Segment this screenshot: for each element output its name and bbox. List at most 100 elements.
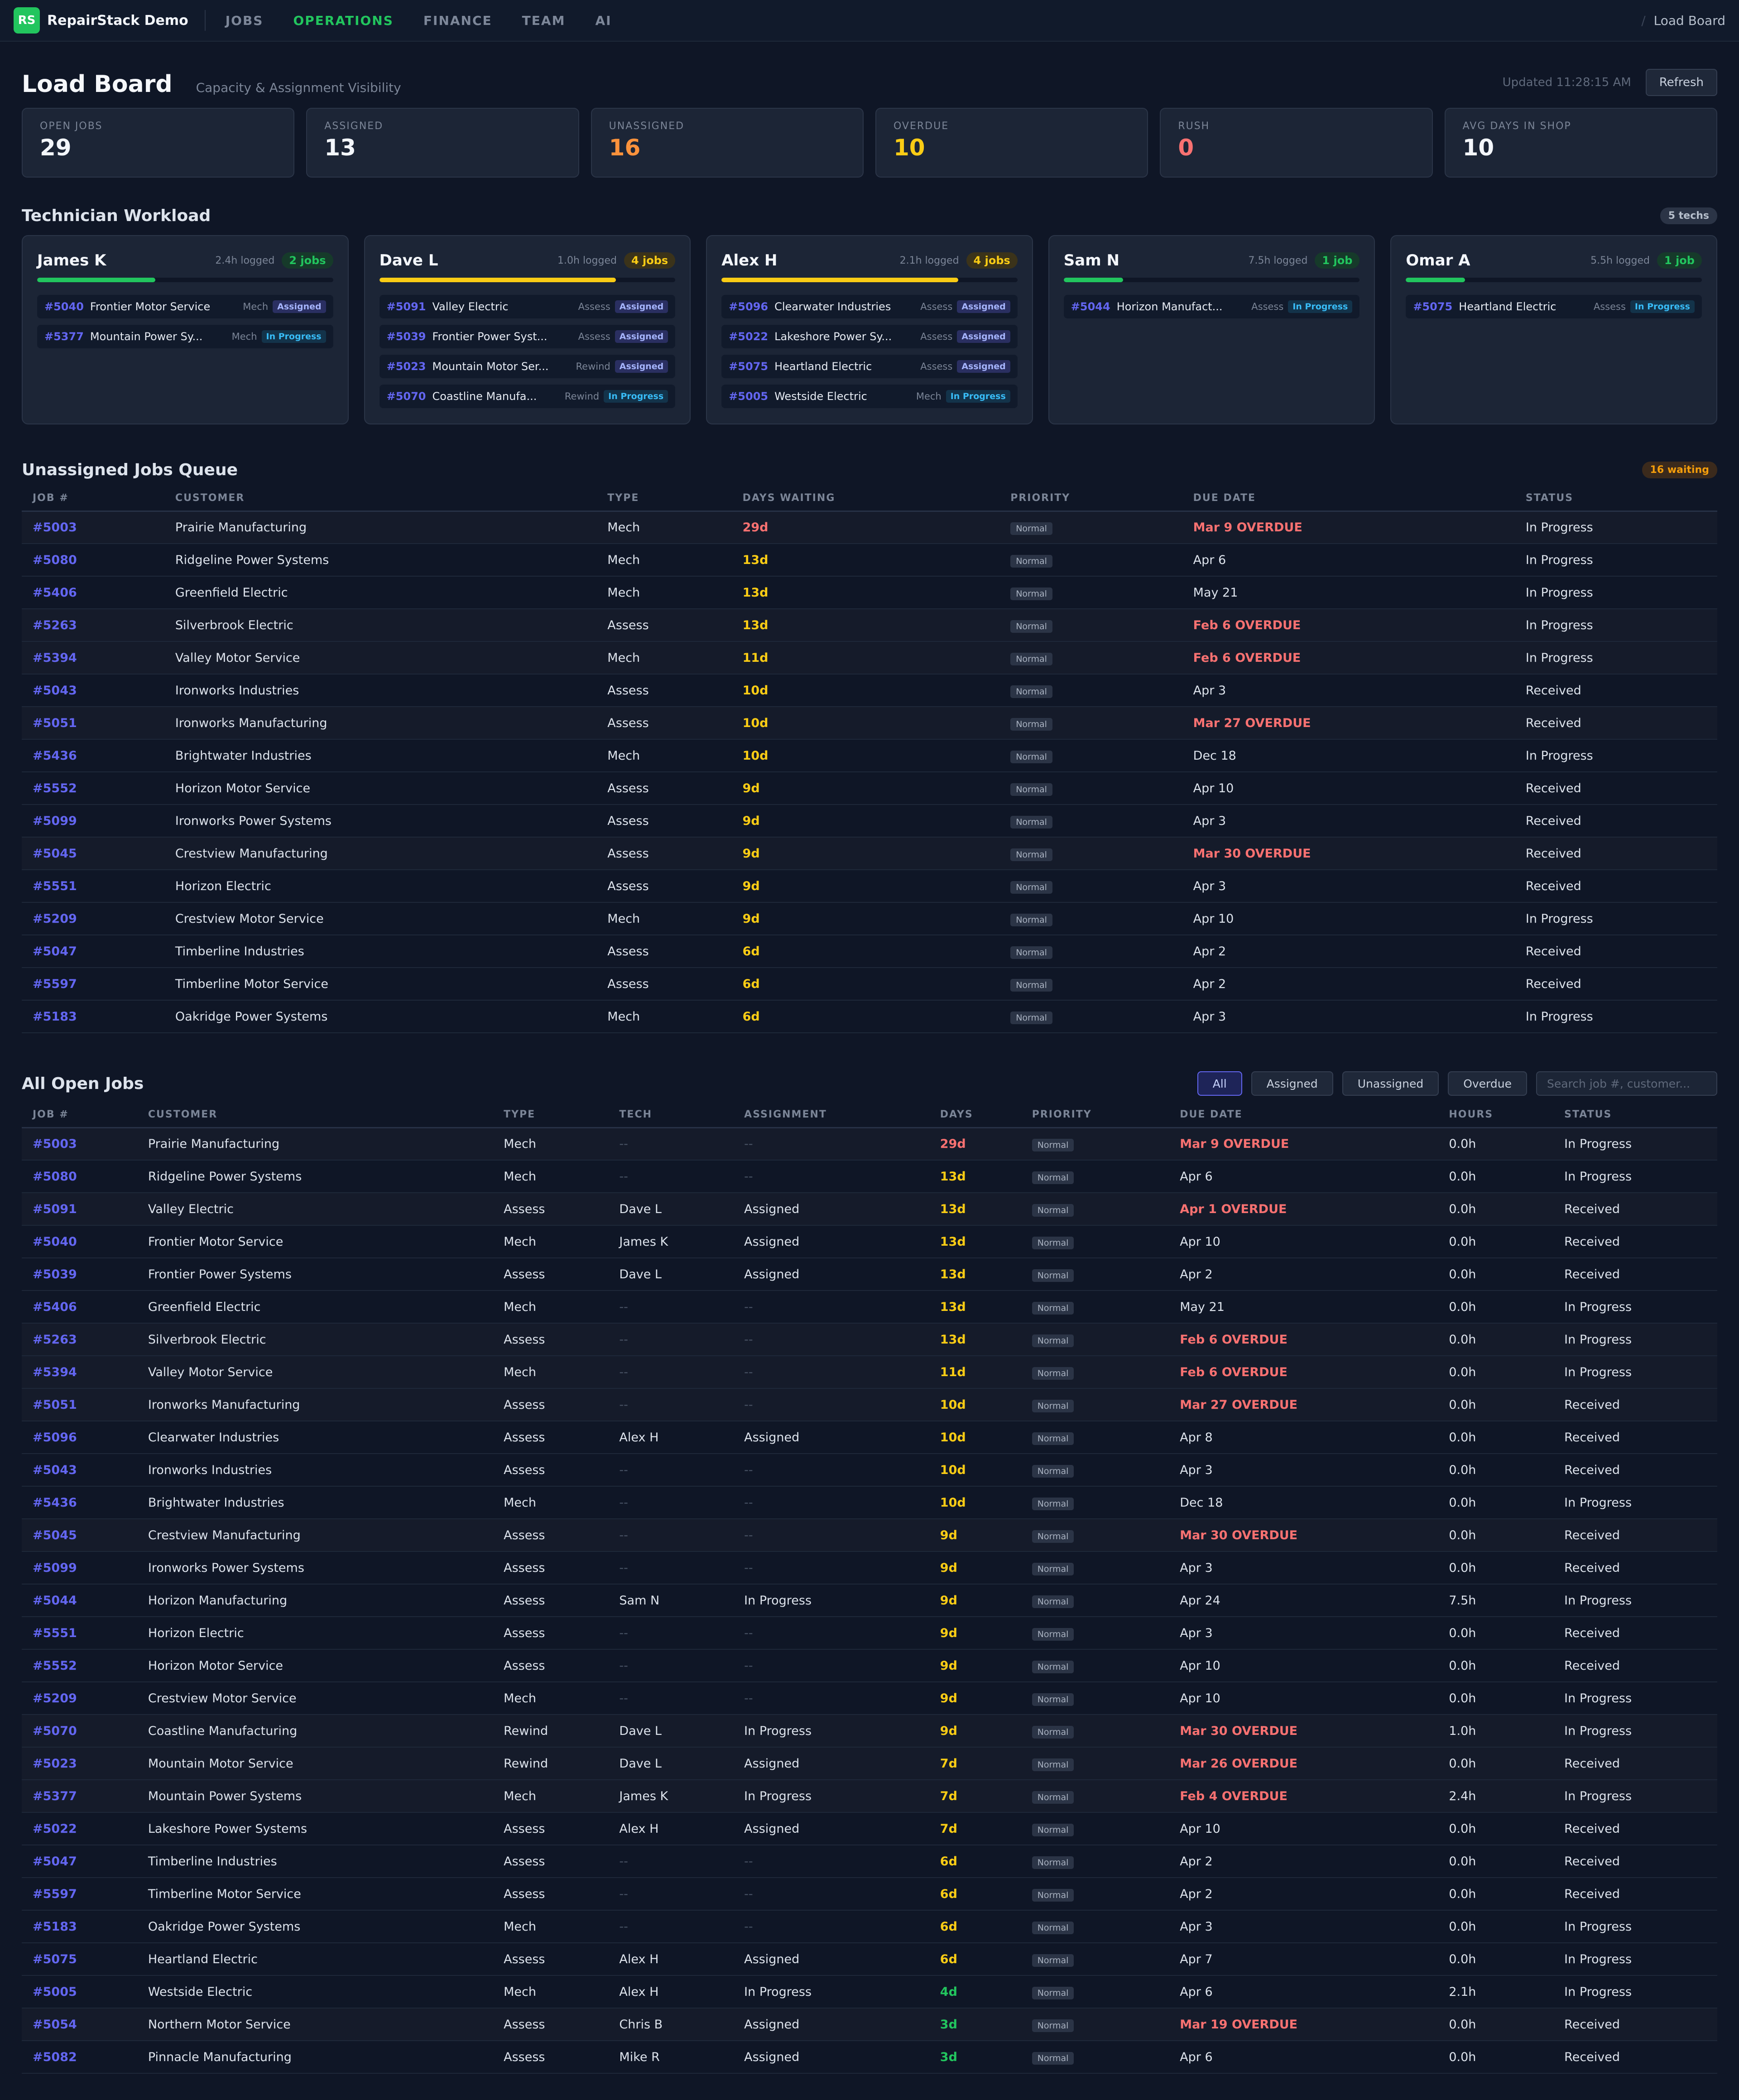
- table-row[interactable]: #5082 Pinnacle Manufacturing Assess Mike R A…: [22, 2041, 1717, 2074]
- cell-job-id-value[interactable]: #5406: [33, 1300, 77, 1314]
- table-row[interactable]: #5597 Timberline Motor Service Assess 6d Nor…: [22, 968, 1717, 1001]
- cell-job-id-value[interactable]: #5043: [33, 683, 77, 698]
- table-row[interactable]: #5047 Timberline Industries Assess -- -- 6d No…: [22, 1845, 1717, 1878]
- filter-overdue-button[interactable]: Overdue: [1448, 1071, 1527, 1096]
- cell-job-id-value[interactable]: #5551: [33, 1626, 77, 1640]
- table-row[interactable]: #5051 Ironworks Manufacturing Assess 10d Nor…: [22, 707, 1717, 740]
- nav-link-ai[interactable]: AI: [595, 13, 612, 28]
- table-row[interactable]: #5183 Oakridge Power Systems Mech -- -- 6d Nor…: [22, 1910, 1717, 1943]
- table-row[interactable]: #5263 Silverbrook Electric Assess -- -- 13d No…: [22, 1323, 1717, 1356]
- table-row[interactable]: #5040 Frontier Motor Service Mech James K As…: [22, 1225, 1717, 1258]
- table-row[interactable]: #5045 Crestview Manufacturing Assess -- -- 9d…: [22, 1519, 1717, 1552]
- cell-job-id-value[interactable]: #5377: [33, 1789, 77, 1803]
- table-row[interactable]: #5552 Horizon Motor Service Assess 9d Normal…: [22, 772, 1717, 805]
- cell-job-id-value[interactable]: #5552: [33, 1658, 77, 1673]
- table-row[interactable]: #5436 Brightwater Industries Mech 10d Normal…: [22, 739, 1717, 772]
- table-row[interactable]: #5096 Clearwater Industries Assess Alex H As…: [22, 1421, 1717, 1454]
- cell-job-id-value[interactable]: #5406: [33, 585, 77, 600]
- cell-job-id-value[interactable]: #5045: [33, 846, 77, 861]
- job-id-link[interactable]: #5096: [729, 300, 769, 313]
- table-row[interactable]: #5099 Ironworks Power Systems Assess -- -- 9d…: [22, 1551, 1717, 1585]
- table-row[interactable]: #5005 Westside Electric Mech Alex H In Progr…: [22, 1975, 1717, 2008]
- tech-job-item[interactable]: #5091 Valley Electric Assess Assigned: [379, 295, 676, 318]
- cell-job-id-value[interactable]: #5054: [33, 2017, 77, 2032]
- table-row[interactable]: #5551 Horizon Electric Assess -- -- 9d Normal A…: [22, 1617, 1717, 1650]
- search-input[interactable]: [1536, 1071, 1717, 1096]
- cell-job-id-value[interactable]: #5047: [33, 1854, 77, 1869]
- table-row[interactable]: #5054 Northern Motor Service Assess Chris B…: [22, 2008, 1717, 2041]
- cell-job-id-value[interactable]: #5552: [33, 781, 77, 795]
- table-row[interactable]: #5394 Valley Motor Service Mech 11d Normal Fe…: [22, 641, 1717, 674]
- table-row[interactable]: #5023 Mountain Motor Service Rewind Dave L A…: [22, 1747, 1717, 1780]
- cell-job-id-value[interactable]: #5183: [33, 1009, 77, 1024]
- cell-job-id-value[interactable]: #5023: [33, 1756, 77, 1771]
- table-row[interactable]: #5022 Lakeshore Power Systems Assess Alex H…: [22, 1812, 1717, 1845]
- cell-job-id-value[interactable]: #5080: [33, 1169, 77, 1184]
- breadcrumb-current[interactable]: Load Board: [1653, 13, 1725, 28]
- cell-job-id-value[interactable]: #5099: [33, 1561, 77, 1575]
- table-row[interactable]: #5552 Horizon Motor Service Assess -- -- 9d No…: [22, 1649, 1717, 1682]
- tech-job-item[interactable]: #5023 Mountain Motor Ser... Rewind Assigned: [379, 355, 676, 378]
- job-id-link[interactable]: #5023: [386, 360, 426, 373]
- cell-job-id-value[interactable]: #5051: [33, 1397, 77, 1412]
- table-row[interactable]: #5043 Ironworks Industries Assess -- -- 10d No…: [22, 1454, 1717, 1487]
- tech-job-item[interactable]: #5070 Coastline Manufa... Rewind In Progres…: [379, 385, 676, 408]
- cell-job-id-value[interactable]: #5080: [33, 553, 77, 567]
- filter-all-button[interactable]: All: [1197, 1071, 1242, 1096]
- cell-job-id-value[interactable]: #5091: [33, 1202, 77, 1216]
- cell-job-id-value[interactable]: #5551: [33, 879, 77, 893]
- cell-job-id-value[interactable]: #5436: [33, 1495, 77, 1510]
- cell-job-id-value[interactable]: #5082: [33, 2050, 77, 2064]
- table-row[interactable]: #5209 Crestview Motor Service Mech 9d Normal…: [22, 902, 1717, 935]
- table-row[interactable]: #5003 Prairie Manufacturing Mech 29d Normal M…: [22, 511, 1717, 544]
- job-id-link[interactable]: #5022: [729, 330, 769, 343]
- cell-job-id-value[interactable]: #5209: [33, 911, 77, 926]
- cell-job-id-value[interactable]: #5043: [33, 1463, 77, 1477]
- table-row[interactable]: #5551 Horizon Electric Assess 9d Normal Apr 3…: [22, 870, 1717, 903]
- cell-job-id-value[interactable]: #5075: [33, 1952, 77, 1966]
- table-row[interactable]: #5209 Crestview Motor Service Mech -- -- 9d No…: [22, 1682, 1717, 1715]
- job-id-link[interactable]: #5091: [386, 300, 426, 313]
- job-id-link[interactable]: #5005: [729, 390, 769, 403]
- cell-job-id-value[interactable]: #5045: [33, 1528, 77, 1542]
- tech-job-item[interactable]: #5075 Heartland Electric Assess In Progress: [1406, 295, 1702, 318]
- cell-job-id-value[interactable]: #5039: [33, 1267, 77, 1281]
- cell-job-id-value[interactable]: #5183: [33, 1919, 77, 1934]
- filter-assigned-button[interactable]: Assigned: [1251, 1071, 1333, 1096]
- cell-job-id-value[interactable]: #5597: [33, 1887, 77, 1901]
- nav-link-finance[interactable]: FINANCE: [423, 13, 492, 28]
- cell-job-id-value[interactable]: #5209: [33, 1691, 77, 1705]
- cell-job-id-value[interactable]: #5044: [33, 1593, 77, 1608]
- cell-job-id-value[interactable]: #5394: [33, 650, 77, 665]
- tech-job-item[interactable]: #5005 Westside Electric Mech In Progress: [721, 385, 1018, 408]
- cell-job-id-value[interactable]: #5051: [33, 716, 77, 730]
- cell-job-id-value[interactable]: #5099: [33, 814, 77, 828]
- job-id-link[interactable]: #5040: [44, 300, 84, 313]
- app-name[interactable]: RepairStack Demo: [47, 12, 188, 29]
- nav-link-jobs[interactable]: JOBS: [225, 13, 264, 28]
- cell-job-id-value[interactable]: #5047: [33, 944, 77, 958]
- tech-job-item[interactable]: #5022 Lakeshore Power Sy... Assess Assigned: [721, 325, 1018, 348]
- table-row[interactable]: #5263 Silverbrook Electric Assess 13d Normal…: [22, 609, 1717, 642]
- table-row[interactable]: #5039 Frontier Power Systems Assess Dave L A…: [22, 1258, 1717, 1291]
- cell-job-id-value[interactable]: #5022: [33, 1821, 77, 1836]
- table-row[interactable]: #5047 Timberline Industries Assess 6d Normal…: [22, 935, 1717, 968]
- nav-link-operations[interactable]: OPERATIONS: [293, 13, 394, 28]
- job-id-link[interactable]: #5044: [1071, 300, 1110, 313]
- cell-job-id-value[interactable]: #5597: [33, 977, 77, 991]
- tech-job-item[interactable]: #5075 Heartland Electric Assess Assigned: [721, 355, 1018, 378]
- cell-job-id-value[interactable]: #5003: [33, 520, 77, 535]
- job-id-link[interactable]: #5075: [729, 360, 769, 373]
- table-row[interactable]: #5044 Horizon Manufacturing Assess Sam N In …: [22, 1584, 1717, 1617]
- table-row[interactable]: #5080 Ridgeline Power Systems Mech -- -- 13d N…: [22, 1160, 1717, 1193]
- table-row[interactable]: #5051 Ironworks Manufacturing Assess -- -- 10…: [22, 1388, 1717, 1421]
- cell-job-id-value[interactable]: #5005: [33, 1984, 77, 1999]
- tech-job-item[interactable]: #5044 Horizon Manufact... Assess In Progres…: [1063, 295, 1360, 318]
- cell-job-id-value[interactable]: #5096: [33, 1430, 77, 1445]
- cell-job-id-value[interactable]: #5263: [33, 1332, 77, 1347]
- job-id-link[interactable]: #5070: [386, 390, 426, 403]
- table-row[interactable]: #5043 Ironworks Industries Assess 10d Normal…: [22, 674, 1717, 707]
- table-row[interactable]: #5394 Valley Motor Service Mech -- -- 11d Norm…: [22, 1356, 1717, 1389]
- tech-job-item[interactable]: #5039 Frontier Power Syst... Assess Assigne…: [379, 325, 676, 348]
- logo-icon[interactable]: RS: [14, 7, 40, 34]
